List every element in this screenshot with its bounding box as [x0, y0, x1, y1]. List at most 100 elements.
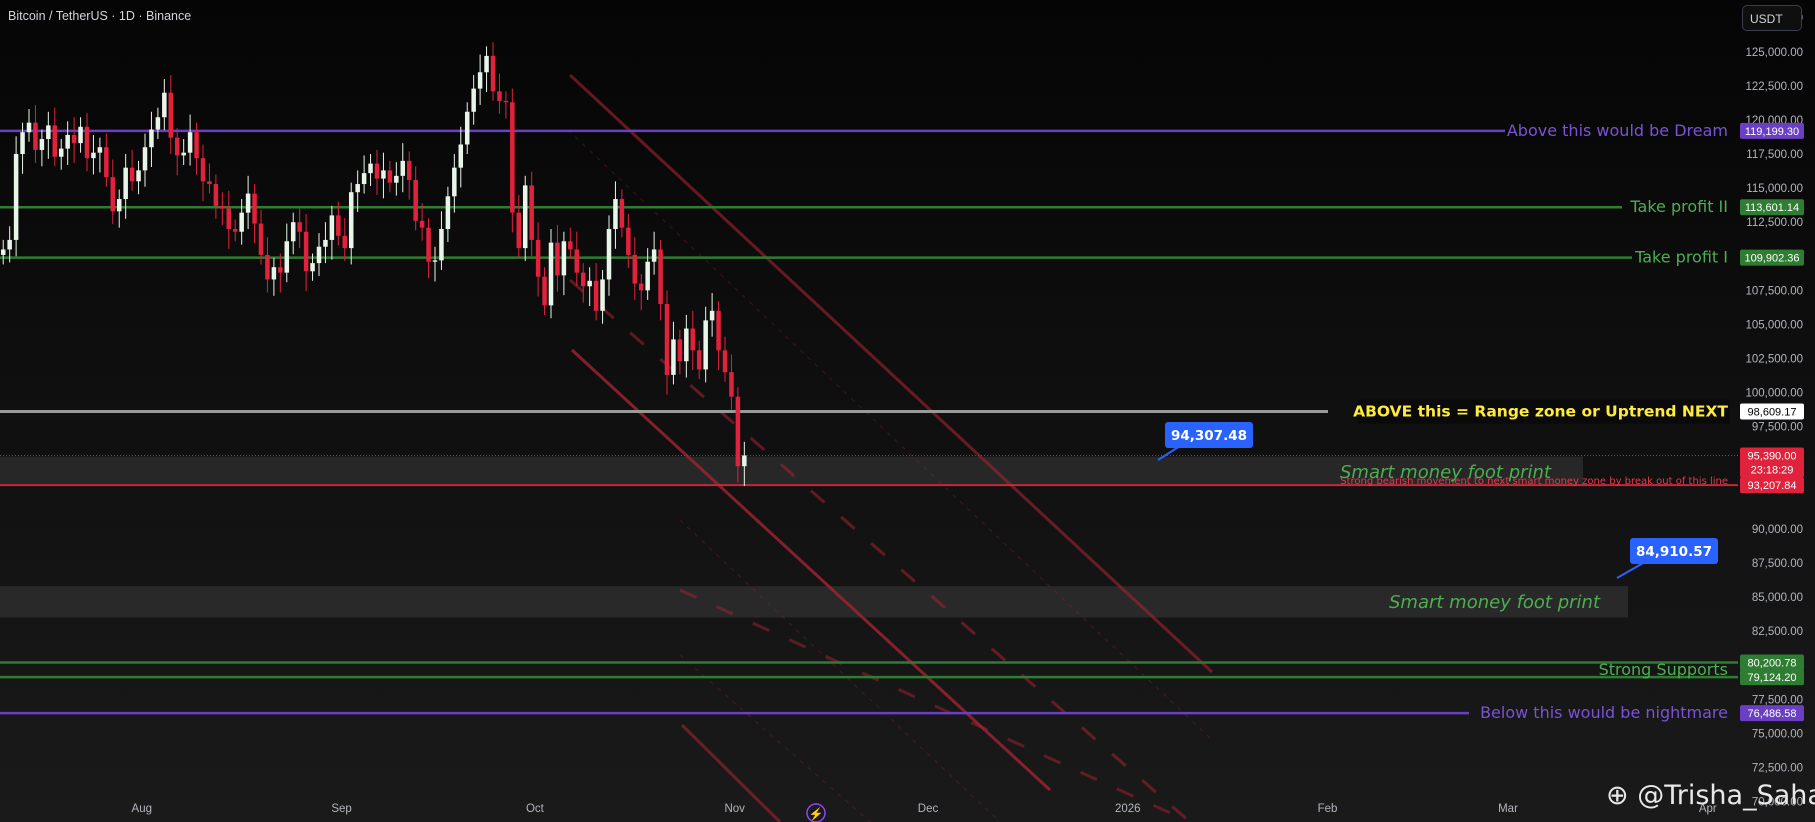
y-tick-label: 105,000.00 [1745, 319, 1803, 331]
watermark: ⊕ @Trisha_Saha [1606, 780, 1815, 811]
candle-body [606, 229, 612, 280]
candle-body [374, 163, 380, 179]
candle-body [78, 126, 83, 144]
y-tick-label: 87,500.00 [1752, 558, 1803, 570]
candle-body [426, 227, 431, 262]
x-tick-label: Aug [132, 803, 152, 815]
candle-body [400, 160, 406, 176]
candle-body [568, 241, 573, 250]
candle-body [722, 350, 728, 373]
candle-body [477, 72, 483, 89]
y-level-badge-label: 119,199.30 [1745, 126, 1799, 138]
y-tick-label: 112,500.00 [1746, 217, 1803, 229]
candle-body [348, 192, 354, 249]
candle-body [671, 339, 676, 375]
candle-body [464, 111, 470, 145]
candle-body [664, 303, 670, 375]
candle-body [194, 132, 199, 159]
badge-pointer [1157, 445, 1181, 461]
channel-line [568, 73, 1214, 674]
candle-body [535, 239, 541, 277]
candle-body [284, 241, 290, 273]
candle-body [271, 267, 277, 280]
price-badge [1165, 422, 1253, 448]
candle-body [413, 179, 418, 221]
candle-body [580, 272, 586, 287]
candle-body [336, 215, 341, 236]
y-tick-label: 100,000.00 [1745, 388, 1803, 400]
candle-body [316, 246, 322, 264]
channel-line [679, 519, 1001, 822]
y-level-badge-label: 76,486.58 [1748, 708, 1797, 720]
candle-body [0, 249, 6, 255]
candle-body [342, 235, 348, 249]
candle-body [561, 241, 567, 276]
candle-body [181, 152, 186, 156]
candle-body [651, 249, 657, 262]
candle-body [471, 88, 476, 112]
symbol-title: Bitcoin / TetherUS · 1D · Binance [8, 9, 192, 23]
candle-body [91, 152, 96, 159]
candle-body [207, 181, 212, 185]
candle-body [39, 139, 45, 150]
x-tick-label: Sep [331, 803, 351, 815]
y-level-badge [1740, 122, 1804, 139]
channel-line [679, 654, 871, 822]
level-label-bg [1358, 399, 1730, 424]
y-level-badge-label: 80,200.78 [1748, 657, 1797, 669]
y-tick-label: 75,000.00 [1752, 728, 1803, 740]
candle-body [406, 160, 412, 180]
candle-body [149, 129, 154, 148]
candle-body [239, 212, 244, 232]
candle-body [7, 239, 12, 250]
candle-body [252, 193, 257, 224]
channel-line [679, 588, 1191, 822]
x-tick-label: Apr [1699, 803, 1717, 815]
y-tick-label: 77,500.00 [1752, 694, 1803, 706]
x-tick-label: 2026 [1115, 803, 1141, 815]
candle-body [709, 310, 715, 321]
candle-body [574, 249, 580, 273]
candle-body [529, 185, 534, 240]
candle-body [600, 279, 605, 311]
candle-body [265, 254, 270, 280]
candle-body [626, 227, 631, 255]
candle-body [613, 199, 618, 230]
lightning-icon [806, 803, 826, 822]
zone-label: Smart money foot print [1340, 462, 1552, 483]
candle-body [20, 132, 25, 155]
candle-body [742, 455, 747, 467]
channel-line [570, 348, 1052, 792]
y-level-badge [1740, 403, 1804, 420]
price-badge [1630, 538, 1718, 564]
candle-body [548, 242, 554, 306]
candle-body [310, 263, 315, 272]
currency-button[interactable]: USDT [1742, 5, 1802, 31]
y-tick-label: 72,500.00 [1752, 762, 1803, 774]
y-level-badge [1740, 669, 1804, 686]
candle-body [522, 185, 528, 249]
y-tick-label: 102,500.00 [1745, 354, 1803, 366]
candle-body [84, 126, 90, 159]
candle-body [387, 170, 393, 183]
candle-body [278, 267, 283, 273]
candle-body [104, 147, 109, 178]
candle-body [555, 242, 560, 276]
y-level-badge-label: 109,902.36 [1744, 253, 1799, 265]
candle-body [65, 134, 70, 149]
y-tick-label: 70,000.00 [1752, 797, 1803, 809]
candle-body [226, 208, 232, 230]
level-label: Below this would be nightmare [1480, 703, 1728, 722]
candle-body [458, 144, 464, 168]
x-tick-label: Mar [1498, 803, 1518, 815]
candle-body [123, 167, 128, 200]
zone-label: Smart money foot print [1389, 592, 1601, 613]
candle-body [13, 154, 19, 240]
candle-body [368, 163, 373, 174]
candle-body [155, 117, 161, 130]
y-tick-label: 82,500.00 [1752, 626, 1803, 638]
candle-body [26, 122, 32, 133]
y-tick-label: 122,500.00 [1745, 81, 1803, 93]
candle-body [361, 173, 367, 185]
